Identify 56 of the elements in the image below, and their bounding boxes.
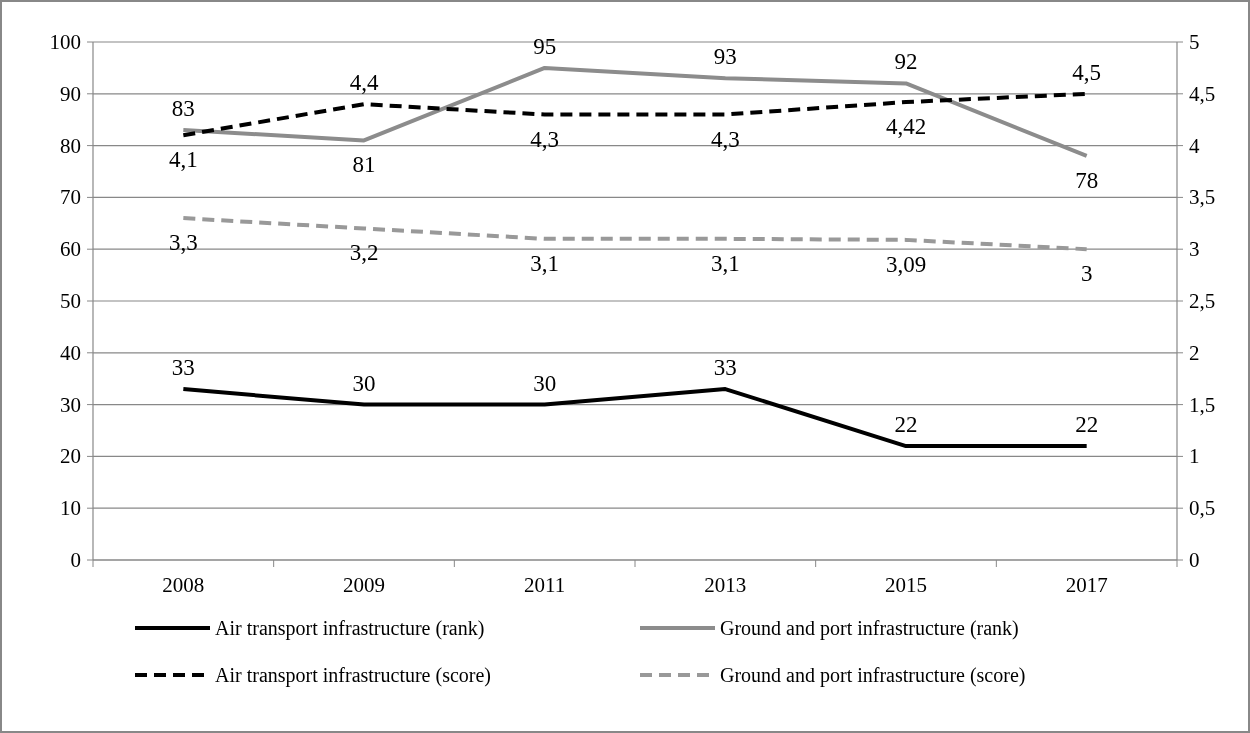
x-tick-label: 2011 [524,573,566,597]
y2-tick-label: 3,5 [1189,185,1216,210]
data-label: 81 [352,152,376,178]
y-tick-label: 80 [60,133,81,158]
x-tick-label: 2015 [885,573,927,597]
data-label: 83 [171,96,195,122]
data-label: 4,42 [885,114,927,140]
data-label: 22 [1075,412,1099,438]
y2-tick-label: 0,5 [1189,496,1216,521]
y-tick-label: 40 [60,340,81,365]
x-tick-label: 2008 [162,573,205,597]
x-tick-label: 2013 [704,573,747,597]
y-tick-label: 10 [60,496,81,521]
y2-tick-label: 3 [1189,237,1200,262]
data-label: 30 [533,370,557,396]
y-tick-label: 70 [60,185,81,210]
data-label: 4,3 [530,126,560,152]
y2-tick-label: 1,5 [1189,392,1216,417]
y-tick-label: 60 [60,237,81,262]
legend-label: Ground and port infrastructure (rank) [720,617,1019,640]
y2-tick-label: 2,5 [1189,289,1216,313]
y2-tick-label: 2 [1189,340,1200,365]
legend-label: Air transport infrastructure (rank) [215,617,485,640]
x-tick-label: 2009 [343,573,385,597]
y2-tick-label: 4,5 [1189,81,1216,106]
data-label: 33 [171,355,195,381]
legend-label: Ground and port infrastructure (score) [720,664,1026,687]
y-tick-label: 0 [70,548,81,572]
y2-tick-label: 5 [1189,30,1200,54]
data-label: 4,5 [1072,59,1102,85]
data-label: 3,2 [349,240,379,266]
y-tick-label: 20 [60,444,81,469]
data-label: 4,3 [710,126,740,152]
data-label: 3,1 [710,250,740,276]
x-tick-label: 2017 [1065,573,1108,597]
data-label: 3,09 [885,251,927,277]
data-label: 92 [894,49,918,75]
y-tick-label: 50 [60,289,81,313]
data-label: 78 [1075,167,1099,193]
data-label: 33 [713,355,737,381]
data-label: 22 [894,412,918,438]
y-tick-label: 100 [49,30,81,54]
data-label: 4,1 [168,147,198,173]
data-label: 3 [1080,261,1093,287]
data-label: 4,4 [349,70,379,96]
legend-label: Air transport infrastructure (score) [215,664,491,687]
data-label: 95 [533,33,557,59]
y2-tick-label: 0 [1189,548,1200,572]
y2-tick-label: 1 [1189,444,1200,469]
data-label: 30 [352,370,376,396]
y2-tick-label: 4 [1189,133,1200,158]
data-label: 3,1 [530,250,560,276]
data-label: 3,3 [168,230,198,256]
data-label: 93 [713,44,737,70]
y-tick-label: 30 [60,392,81,417]
y-tick-label: 90 [60,81,81,106]
